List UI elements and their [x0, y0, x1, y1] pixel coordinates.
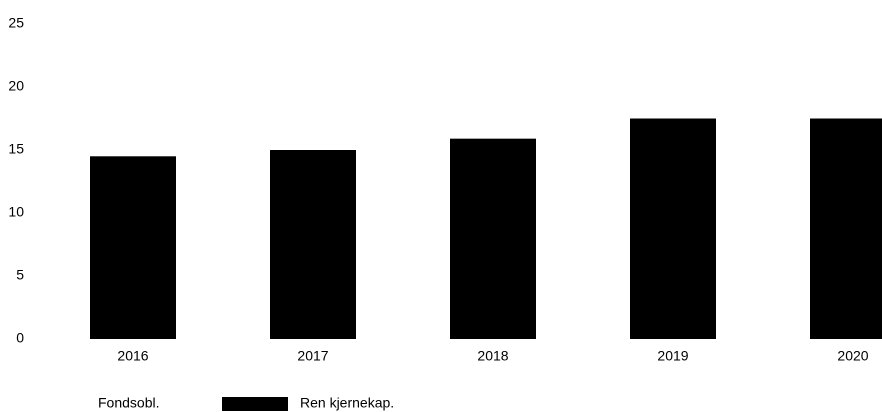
legend-swatch: [222, 397, 288, 411]
bar: [90, 156, 176, 339]
bar: [450, 138, 536, 339]
bar: [270, 150, 356, 339]
y-tick-label: 0: [16, 330, 24, 346]
x-tick-label: 2017: [297, 348, 328, 364]
bar: [630, 118, 716, 339]
y-tick-label: 10: [8, 204, 24, 220]
bar: [810, 118, 882, 339]
y-tick-label: 15: [8, 141, 24, 157]
x-tick-label: 2016: [117, 348, 148, 364]
x-tick-label: 2020: [837, 348, 868, 364]
x-tick-label: 2019: [657, 348, 688, 364]
legend-label: Ren kjernekap.: [300, 395, 394, 411]
x-tick-label: 2018: [477, 348, 508, 364]
y-tick-label: 5: [16, 267, 24, 283]
y-tick-label: 25: [8, 15, 24, 31]
legend-label: Fondsobl.: [98, 395, 159, 411]
y-tick-label: 20: [8, 78, 24, 94]
